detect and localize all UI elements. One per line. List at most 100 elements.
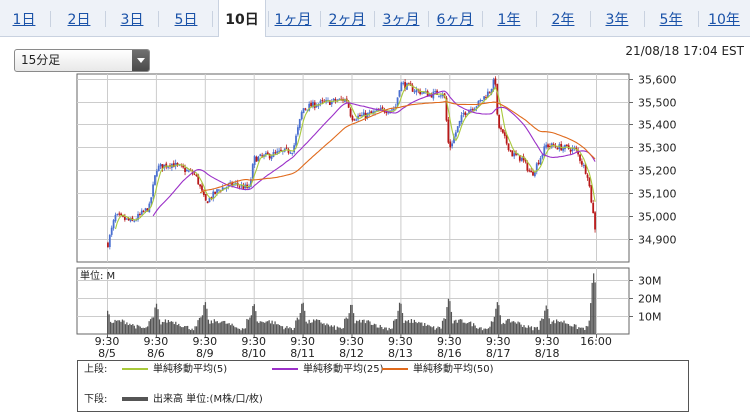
volume-bar (109, 321, 112, 334)
volume-bar (364, 323, 367, 334)
volume-bar (145, 327, 147, 334)
candle-body (439, 95, 442, 97)
volume-bar (418, 321, 420, 334)
volume-swatch (122, 397, 148, 401)
volume-bar (435, 328, 438, 334)
tab-separator (482, 11, 483, 27)
volume-bar (483, 328, 485, 334)
candle-body (460, 115, 463, 123)
volume-bar (326, 323, 328, 334)
candle-body (146, 208, 149, 212)
volume-bar (312, 319, 315, 334)
candle-body (477, 100, 480, 107)
candle-body (347, 101, 350, 108)
volume-bar (557, 321, 559, 334)
tab-3[interactable]: 3日 (120, 12, 144, 28)
volume-bar (372, 324, 374, 334)
volume-bar (218, 323, 220, 334)
volume-bar (529, 327, 531, 334)
volume-bar (147, 326, 149, 334)
volume-bar (261, 321, 263, 334)
tab-2[interactable]: 2日 (67, 12, 91, 28)
candle-body (122, 215, 124, 217)
volume-bar (590, 303, 592, 334)
candle-body (458, 120, 461, 127)
volume-bar (412, 322, 414, 334)
tab-separator (268, 11, 269, 27)
volume-bar (286, 326, 288, 334)
volume-bar (192, 330, 195, 334)
volume-bar (264, 322, 266, 334)
volume-bar (336, 326, 338, 334)
volume-bar (538, 329, 540, 334)
candle-body (265, 152, 267, 155)
volume-bar (258, 322, 260, 334)
volume-bar (240, 330, 242, 334)
candle-body (413, 91, 416, 93)
candle-body (321, 100, 324, 102)
volume-bar (566, 323, 568, 334)
volume-bar (249, 317, 251, 334)
candle-body (565, 144, 568, 146)
tab-9[interactable]: 6ヶ月 (436, 12, 474, 28)
tab-13[interactable]: 5年 (659, 12, 683, 28)
volume-bar (539, 320, 541, 334)
volume-bar (410, 319, 413, 334)
candle-body (541, 154, 544, 158)
volume-bar (144, 328, 146, 334)
candle-body (187, 170, 190, 172)
candle-body (503, 132, 506, 136)
candle-body (368, 112, 371, 115)
tab-12[interactable]: 3年 (605, 12, 629, 28)
candle-body (426, 91, 429, 97)
candle-body (133, 220, 136, 222)
candle-body (116, 213, 119, 215)
volume-bar (558, 321, 561, 334)
volume-bar (317, 319, 319, 334)
tab-11[interactable]: 2年 (551, 12, 575, 28)
x-tick-time: 9:30 (486, 335, 511, 348)
volume-bar (584, 329, 586, 334)
volume-bar (219, 322, 221, 334)
volume-bar (403, 322, 405, 334)
volume-bar (550, 324, 552, 334)
tab-separator (50, 11, 51, 27)
tab-1[interactable]: 1日 (12, 12, 36, 28)
volume-bar (470, 321, 472, 334)
volume-bar (502, 322, 504, 334)
volume-bar (473, 323, 475, 334)
candle-body (400, 82, 403, 91)
volume-bar (333, 325, 335, 334)
volume-bar (382, 329, 384, 334)
candle-body (441, 94, 444, 97)
x-tick-time: 16:00 (580, 335, 612, 348)
volume-bar (133, 325, 135, 334)
volume-bar (149, 319, 152, 334)
volume-bar (361, 319, 364, 334)
volume-bar (427, 324, 429, 334)
candle-body (334, 99, 337, 102)
volume-bar (201, 315, 204, 334)
tab-6[interactable]: 1ヶ月 (274, 12, 312, 28)
volume-bar (284, 327, 287, 334)
tab-10[interactable]: 1年 (497, 12, 521, 28)
volume-bar (593, 273, 595, 334)
interval-select[interactable]: 15分足 (14, 49, 150, 72)
volume-bar (185, 326, 187, 334)
volume-bar (532, 330, 534, 334)
tab-8[interactable]: 3ヶ月 (382, 12, 420, 28)
tab-7[interactable]: 2ヶ月 (328, 12, 366, 28)
candle-body (379, 108, 382, 111)
volume-bar (373, 323, 375, 334)
volume-bar (510, 322, 512, 334)
tab-5[interactable]: 10日 (218, 0, 266, 37)
volume-bar (395, 319, 398, 334)
volume-bar (369, 321, 371, 334)
volume-bar (111, 323, 113, 334)
tab-14[interactable]: 10年 (708, 12, 740, 28)
volume-bar (227, 323, 229, 334)
volume-bar (323, 323, 325, 334)
chevron-down-icon[interactable] (132, 50, 149, 71)
ma50-swatch (382, 368, 408, 370)
tab-4[interactable]: 5日 (174, 12, 198, 28)
